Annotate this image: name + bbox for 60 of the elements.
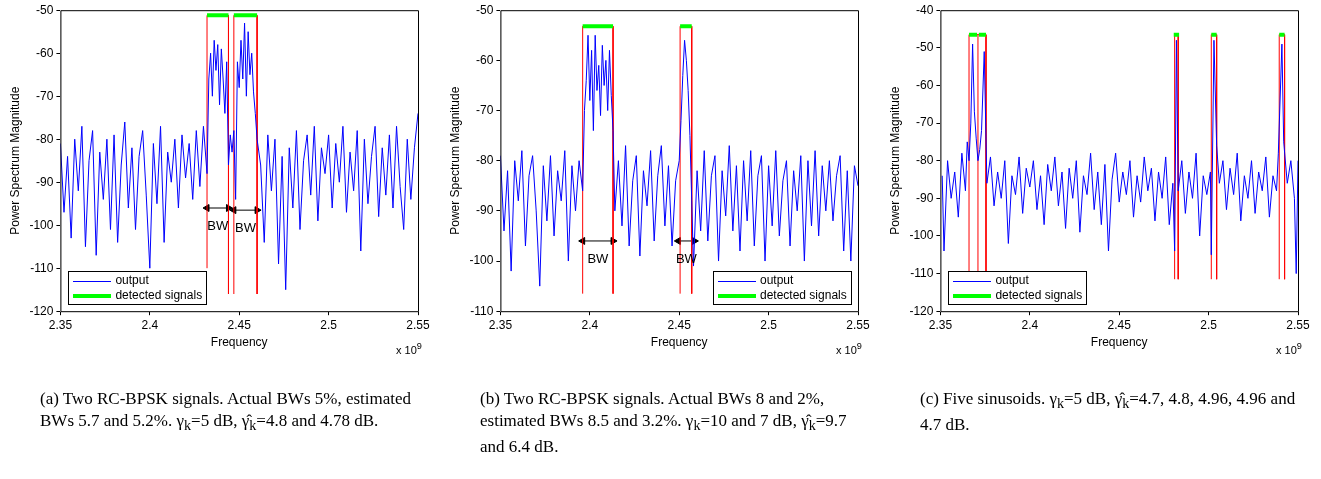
x-tick-label: 2.4 xyxy=(581,317,599,332)
y-tick-label: -100 xyxy=(29,217,54,232)
y-tick-label: -50 xyxy=(916,40,934,55)
annotation: BW xyxy=(234,220,257,236)
x-tick-label: 2.35 xyxy=(488,317,513,332)
y-tick-label: -90 xyxy=(36,174,54,189)
x-tick-label: 2.55 xyxy=(1286,317,1310,332)
y-tick-label: -90 xyxy=(476,203,494,218)
x-axis-title: Frequency xyxy=(210,335,268,350)
y-tick-label: -50 xyxy=(476,2,494,17)
y-tick-label: -60 xyxy=(916,77,934,92)
x-tick-label: 2.5 xyxy=(760,317,778,332)
legend-label: output xyxy=(115,273,149,288)
legend-label: detected signals xyxy=(760,288,847,303)
y-tick-label: -90 xyxy=(916,190,934,205)
x-tick-label: 2.35 xyxy=(928,317,953,332)
y-tick-label: -100 xyxy=(909,228,934,243)
x-axis-title: Frequency xyxy=(1090,335,1148,350)
y-tick-label: -70 xyxy=(476,102,494,117)
y-tick-label: -40 xyxy=(916,2,934,17)
y-tick-label: -100 xyxy=(469,253,494,268)
text: x 10$^{9}$ xyxy=(396,341,422,356)
y-tick-label: -120 xyxy=(29,303,54,318)
y-axis-title: Power Spectrum Magnitude xyxy=(887,86,902,235)
y-tick-label: -110 xyxy=(30,260,54,275)
legend-label: detected signals xyxy=(995,288,1083,303)
x-tick-label: 2.5 xyxy=(320,317,338,332)
y-tick-label: -50 xyxy=(36,2,54,17)
y-tick-label: -60 xyxy=(476,52,494,67)
legend-label: output xyxy=(760,273,794,288)
x-tick-label: 2.55 xyxy=(406,317,430,332)
annotation: BW xyxy=(587,251,610,267)
y-axis-title: Power Spectrum Magnitude xyxy=(7,86,22,235)
x-tick-label: 2.4 xyxy=(141,317,159,332)
x-axis-title: Frequency xyxy=(650,335,708,350)
y-tick-label: -110 xyxy=(910,265,934,280)
text: (b) Two RC-BPSK signals. Actual BWs 8 and 2%, estimated BWs 8.5 and 3.2%. γ$_{k}$=10 and 7 dB, γ̂$_{k}$=9.7 and 6.4 dB. xyxy=(480,389,847,457)
y-tick-label: -120 xyxy=(909,303,934,318)
x-tick-label: 2.4 xyxy=(1021,317,1039,332)
text: x 10$^{9}$ xyxy=(836,341,862,356)
y-tick-label: -80 xyxy=(476,153,494,168)
x-tick-label: 2.35 xyxy=(48,317,73,332)
y-tick-label: -70 xyxy=(916,115,934,130)
x-tick-label: 2.45 xyxy=(667,317,692,332)
y-tick-label: -60 xyxy=(36,45,54,60)
annotation: BW xyxy=(207,218,229,234)
text: x 10$^{9}$ xyxy=(1276,341,1302,356)
x-tick-label: 2.5 xyxy=(1200,317,1218,332)
x-tick-label: 2.45 xyxy=(227,317,252,332)
y-tick-label: -70 xyxy=(36,88,54,103)
y-axis-title: Power Spectrum Magnitude xyxy=(447,86,462,235)
legend-label: output xyxy=(995,273,1029,288)
y-tick-label: -110 xyxy=(470,303,494,318)
legend-label: detected signals xyxy=(115,288,203,303)
x-tick-label: 2.55 xyxy=(846,317,870,332)
y-tick-label: -80 xyxy=(36,131,54,146)
y-tick-label: -80 xyxy=(916,153,934,168)
x-tick-label: 2.45 xyxy=(1107,317,1132,332)
text: (c) Five sinusoids. γ$_{k}$=5 dB, γ̂$_{k}$=4.7, 4.8, 4.96, 4.96 and 4.7 dB. xyxy=(920,389,1296,435)
text: (a) Two RC-BPSK signals. Actual BWs 5%, estimated BWs 5.7 and 5.2%. γ$_{k}$=5 dB, γ̂$_{k}$=4.8 and 4.78 dB. xyxy=(40,388,413,436)
